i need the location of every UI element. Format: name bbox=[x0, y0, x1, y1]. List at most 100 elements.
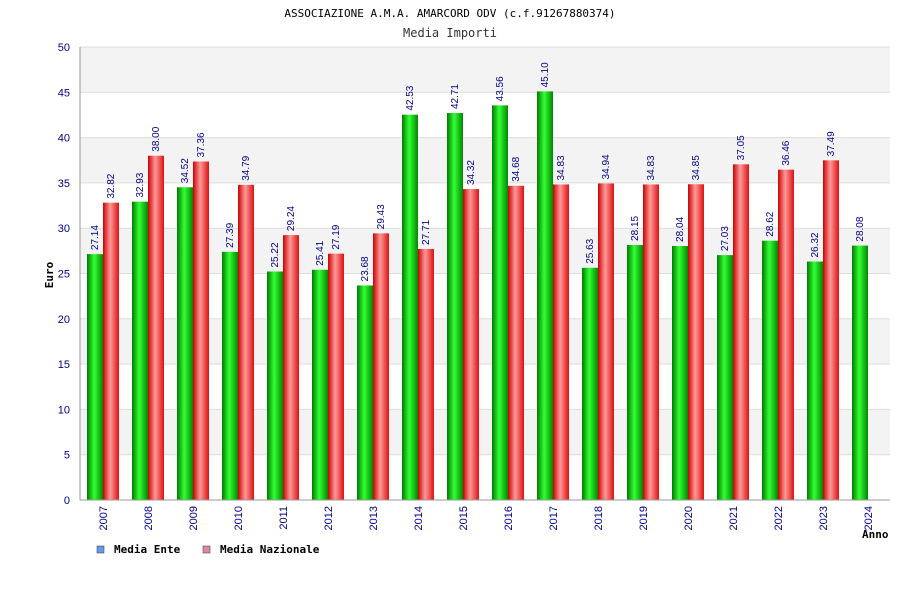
bar-media-ente-2024 bbox=[852, 245, 868, 500]
bar-media-nazionale-2017 bbox=[553, 184, 569, 501]
bar-media-ente-2009 bbox=[177, 187, 193, 501]
bars bbox=[87, 91, 868, 501]
x-tick-label-2015: 2015 bbox=[458, 506, 470, 530]
data-label-media-ente-2016: 43.56 bbox=[495, 76, 506, 101]
bar-media-nazionale-2020 bbox=[688, 184, 704, 500]
y-axis-label: Euro bbox=[43, 261, 56, 288]
bar-media-ente-2013 bbox=[357, 285, 373, 500]
chart-subtitle: Media Importi bbox=[403, 26, 497, 40]
data-label-media-ente-2015: 42.71 bbox=[450, 84, 461, 109]
bar-media-nazionale-2018 bbox=[598, 183, 614, 500]
x-axis-label: Anno bbox=[862, 528, 889, 541]
y-tick-label: 15 bbox=[58, 359, 70, 371]
bar-media-ente-2007 bbox=[87, 254, 103, 500]
data-label-media-ente-2022: 28.62 bbox=[765, 211, 776, 236]
bar-media-ente-2020 bbox=[672, 245, 688, 500]
data-label-media-nazionale-2020: 34.85 bbox=[691, 155, 702, 180]
bar-media-nazionale-2022 bbox=[778, 169, 794, 500]
bar-media-nazionale-2021 bbox=[733, 164, 749, 500]
bar-media-nazionale-2011 bbox=[283, 235, 299, 500]
plot-band bbox=[80, 137, 890, 183]
plot-band bbox=[80, 318, 890, 365]
plot-background bbox=[80, 47, 890, 500]
data-label-media-ente-2021: 27.03 bbox=[720, 226, 731, 251]
data-label-media-nazionale-2023: 37.49 bbox=[826, 131, 837, 156]
data-label-media-ente-2024: 28.08 bbox=[855, 216, 866, 241]
bar-media-nazionale-2009 bbox=[193, 161, 209, 500]
y-tick-label: 25 bbox=[58, 269, 70, 281]
bar-media-ente-2016 bbox=[492, 105, 508, 500]
y-tick-label: 35 bbox=[58, 178, 70, 190]
plot-band bbox=[80, 273, 890, 319]
bar-media-nazionale-2023 bbox=[823, 160, 839, 500]
data-label-media-nazionale-2021: 37.05 bbox=[736, 135, 747, 160]
bar-media-nazionale-2012 bbox=[328, 253, 344, 500]
plot-band bbox=[80, 47, 890, 93]
x-tick-label-2013: 2013 bbox=[368, 506, 380, 530]
data-label-media-nazionale-2009: 37.36 bbox=[196, 132, 207, 157]
bar-media-nazionale-2007 bbox=[103, 202, 119, 500]
bar-media-ente-2017 bbox=[537, 91, 553, 501]
bar-media-ente-2014 bbox=[402, 114, 418, 501]
y-tick-label: 0 bbox=[64, 495, 70, 507]
x-tick-label-2023: 2023 bbox=[818, 506, 830, 530]
data-label-media-ente-2008: 32.93 bbox=[135, 172, 146, 197]
x-tick-label-2009: 2009 bbox=[188, 506, 200, 530]
data-label-media-ente-2020: 28.04 bbox=[675, 216, 686, 241]
data-label-media-nazionale-2011: 29.24 bbox=[286, 206, 297, 231]
bar-media-ente-2019 bbox=[627, 244, 643, 500]
data-label-media-ente-2010: 27.39 bbox=[225, 222, 236, 247]
data-label-media-ente-2007: 27.14 bbox=[90, 225, 101, 250]
x-tick-label-2012: 2012 bbox=[323, 506, 335, 530]
bar-media-nazionale-2008 bbox=[148, 155, 164, 500]
plot-band bbox=[80, 454, 890, 500]
data-label-media-nazionale-2018: 34.94 bbox=[601, 154, 612, 179]
x-tick-label-2024: 2024 bbox=[863, 506, 875, 530]
data-label-media-ente-2019: 28.15 bbox=[630, 215, 641, 240]
bar-media-ente-2012 bbox=[312, 269, 328, 500]
x-tick-label-2022: 2022 bbox=[773, 506, 785, 530]
legend-swatch-media-nazionale bbox=[202, 545, 211, 554]
x-tick-label-2019: 2019 bbox=[638, 506, 650, 530]
bar-media-ente-2022 bbox=[762, 240, 778, 500]
data-label-media-nazionale-2010: 34.79 bbox=[241, 155, 252, 180]
data-label-media-ente-2011: 25.22 bbox=[270, 242, 281, 267]
plot-band bbox=[80, 409, 890, 455]
x-tick-label-2010: 2010 bbox=[233, 506, 245, 530]
plot-band bbox=[80, 92, 890, 138]
bar-media-nazionale-2014 bbox=[418, 248, 434, 500]
plot-band bbox=[80, 182, 890, 229]
data-label-media-ente-2018: 25.63 bbox=[585, 238, 596, 263]
chart-title: ASSOCIAZIONE A.M.A. AMARCORD ODV (c.f.91… bbox=[284, 7, 615, 20]
bar-media-ente-2021 bbox=[717, 255, 733, 500]
y-tick-label: 45 bbox=[58, 87, 70, 99]
data-label-media-ente-2012: 25.41 bbox=[315, 240, 326, 265]
data-label-media-ente-2013: 23.68 bbox=[360, 256, 371, 281]
x-tick-label-2020: 2020 bbox=[683, 506, 695, 530]
data-label-media-nazionale-2007: 32.82 bbox=[106, 173, 117, 198]
data-label-media-nazionale-2017: 34.83 bbox=[556, 155, 567, 180]
data-label-media-nazionale-2016: 34.68 bbox=[511, 156, 522, 181]
data-label-media-nazionale-2022: 36.46 bbox=[781, 140, 792, 165]
data-label-media-ente-2017: 45.10 bbox=[540, 62, 551, 87]
x-tick-label-2011: 2011 bbox=[278, 506, 290, 530]
data-label-media-nazionale-2008: 38.00 bbox=[151, 126, 162, 151]
y-tick-label: 30 bbox=[58, 223, 70, 235]
plot-band bbox=[80, 364, 890, 410]
x-tick-label-2008: 2008 bbox=[143, 506, 155, 530]
y-tick-label: 40 bbox=[58, 133, 70, 145]
legend-label-media-nazionale: Media Nazionale bbox=[220, 543, 320, 556]
x-tick-label-2014: 2014 bbox=[413, 506, 425, 530]
data-label-media-nazionale-2015: 34.32 bbox=[466, 160, 477, 185]
data-label-media-ente-2014: 42.53 bbox=[405, 85, 416, 110]
bar-media-nazionale-2010 bbox=[238, 184, 254, 500]
x-tick-label-2021: 2021 bbox=[728, 506, 740, 530]
y-axis-ticks: 0 5 10 15 20 25 30 35 40 45 50 bbox=[58, 42, 70, 507]
bar-media-nazionale-2015 bbox=[463, 189, 479, 501]
y-tick-label: 20 bbox=[58, 314, 70, 326]
bar-media-nazionale-2016 bbox=[508, 185, 524, 500]
legend-swatch-media-ente bbox=[96, 545, 105, 554]
plot-band bbox=[80, 228, 890, 274]
bar-media-ente-2010 bbox=[222, 251, 238, 500]
